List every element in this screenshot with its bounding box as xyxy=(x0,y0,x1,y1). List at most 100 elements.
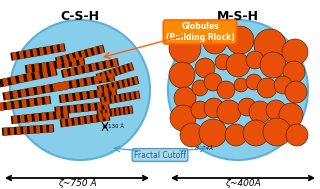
Bar xyxy=(115,67,120,75)
Circle shape xyxy=(203,30,227,54)
Bar xyxy=(10,76,17,85)
Bar xyxy=(98,110,101,118)
Bar xyxy=(84,64,90,73)
Bar xyxy=(86,77,92,86)
Bar xyxy=(12,90,19,99)
Circle shape xyxy=(180,123,204,147)
Circle shape xyxy=(285,81,307,103)
Bar xyxy=(68,53,74,62)
Bar xyxy=(124,64,129,73)
Bar xyxy=(97,102,102,110)
Bar xyxy=(0,102,4,111)
Circle shape xyxy=(260,52,286,78)
Bar xyxy=(54,101,110,115)
Bar xyxy=(116,108,119,116)
Bar xyxy=(27,64,32,73)
Circle shape xyxy=(246,51,264,69)
Bar xyxy=(63,106,68,114)
Bar xyxy=(80,50,86,58)
Bar xyxy=(113,81,118,90)
Bar xyxy=(12,52,17,60)
Bar xyxy=(6,101,12,110)
Bar xyxy=(68,118,72,126)
Bar xyxy=(55,73,115,91)
Bar xyxy=(32,48,38,57)
Bar xyxy=(60,82,67,90)
Bar xyxy=(59,43,65,52)
Bar xyxy=(18,74,25,83)
Bar xyxy=(91,63,97,71)
Bar xyxy=(20,89,27,97)
Bar xyxy=(2,81,68,101)
Circle shape xyxy=(170,105,196,131)
Bar xyxy=(124,79,128,87)
Bar xyxy=(64,59,69,68)
Bar xyxy=(2,78,9,87)
Circle shape xyxy=(195,58,215,78)
Bar xyxy=(19,51,24,59)
Bar xyxy=(128,63,134,71)
Circle shape xyxy=(174,87,196,109)
Bar xyxy=(44,96,50,105)
Circle shape xyxy=(249,101,271,123)
Bar xyxy=(106,70,111,78)
Circle shape xyxy=(286,124,308,146)
Bar xyxy=(71,58,77,67)
Bar xyxy=(57,82,62,91)
Bar xyxy=(60,94,66,103)
Bar xyxy=(90,103,95,111)
Bar xyxy=(56,56,62,65)
Bar xyxy=(28,87,35,96)
Bar xyxy=(86,115,91,124)
Bar xyxy=(92,46,98,55)
Bar xyxy=(37,97,43,105)
Bar xyxy=(0,79,1,88)
Circle shape xyxy=(243,120,269,146)
Bar xyxy=(49,112,54,120)
Bar xyxy=(116,94,120,103)
Bar xyxy=(102,109,106,118)
Bar xyxy=(107,109,110,117)
Bar xyxy=(34,113,39,122)
Circle shape xyxy=(215,54,231,70)
Bar xyxy=(60,113,110,127)
Bar xyxy=(63,69,68,77)
Circle shape xyxy=(225,124,247,146)
Bar xyxy=(12,115,18,124)
Bar xyxy=(10,127,14,135)
Bar xyxy=(101,71,107,80)
Bar xyxy=(0,96,51,112)
Circle shape xyxy=(283,61,305,83)
Bar xyxy=(75,92,80,101)
Circle shape xyxy=(226,53,250,77)
Bar xyxy=(119,65,124,74)
Circle shape xyxy=(204,73,222,91)
Circle shape xyxy=(234,78,248,92)
Bar xyxy=(92,114,97,123)
Bar xyxy=(52,45,58,53)
Bar xyxy=(110,68,116,77)
Bar xyxy=(63,110,68,119)
Bar xyxy=(74,117,78,125)
Bar xyxy=(101,97,105,105)
Bar xyxy=(108,73,114,82)
Bar xyxy=(27,114,32,122)
Bar xyxy=(56,60,62,69)
Circle shape xyxy=(266,100,286,120)
Bar xyxy=(23,126,27,134)
Bar xyxy=(42,62,47,71)
Circle shape xyxy=(169,32,201,64)
Bar xyxy=(120,107,124,115)
Bar xyxy=(79,57,84,66)
Circle shape xyxy=(254,29,286,61)
Bar xyxy=(121,93,125,102)
Bar xyxy=(96,62,134,82)
Bar xyxy=(70,67,76,76)
Bar xyxy=(97,73,102,81)
Bar xyxy=(79,78,84,87)
Circle shape xyxy=(217,100,241,124)
Bar xyxy=(11,110,69,124)
Bar xyxy=(135,91,140,99)
Bar xyxy=(52,83,59,92)
Bar xyxy=(124,106,128,115)
